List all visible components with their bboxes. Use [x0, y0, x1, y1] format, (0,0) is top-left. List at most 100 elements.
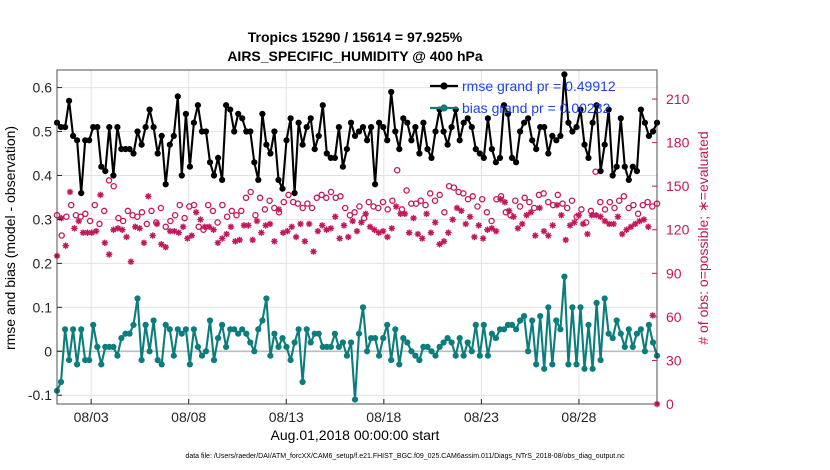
obs-possible-point	[308, 204, 316, 212]
bias-point	[621, 343, 628, 350]
bias-point	[617, 330, 624, 337]
y2-tick-label: 60	[666, 309, 682, 325]
bias-point	[110, 343, 117, 350]
obs-evaluated-point	[145, 193, 152, 200]
rmse-point	[412, 124, 419, 131]
obs-evaluated-point	[314, 227, 322, 235]
obs-evaluated-point	[419, 235, 426, 242]
y2-axis-label: # of obs: o=possible; ∗=evaluated	[695, 131, 711, 344]
x-tick-label: 08/03	[74, 409, 109, 425]
obs-possible-point	[219, 201, 226, 209]
bias-point	[641, 348, 649, 355]
obs-evaluated-point	[519, 220, 526, 228]
bias-point	[609, 335, 616, 342]
y2-tick-label: 150	[666, 178, 690, 194]
rmse-point	[508, 154, 516, 161]
rmse-point	[464, 115, 471, 122]
obs-possible-point	[67, 201, 75, 209]
bias-point	[537, 313, 544, 320]
bias-point	[444, 335, 451, 342]
obs-evaluated-point	[297, 220, 304, 228]
obs-evaluated-point	[497, 196, 504, 203]
bias-point	[557, 326, 564, 333]
rmse-point	[468, 124, 475, 131]
obs-possible-point	[346, 211, 354, 219]
obs-evaluated-point	[366, 223, 374, 231]
obs-evaluated-point	[58, 214, 65, 222]
rmse-point	[609, 172, 616, 179]
rmse-point	[396, 146, 403, 153]
obs-evaluated-point	[545, 232, 552, 239]
y-axis-label: rmse and bias (model - observation)	[2, 126, 18, 350]
rmse-point	[347, 119, 355, 126]
x-tick-label: 08/13	[269, 409, 304, 425]
obs-possible-point	[313, 194, 321, 202]
bias-point	[190, 326, 197, 333]
obs-possible-point	[592, 168, 599, 175]
rmse-point	[102, 168, 109, 175]
obs-evaluated-point	[140, 239, 148, 247]
rmse-point	[138, 141, 145, 148]
rmse-point	[525, 115, 532, 122]
y-tick-label: 0.2	[33, 255, 53, 271]
bias-point	[529, 317, 536, 324]
rmse-point	[569, 128, 576, 135]
bias-point	[146, 348, 153, 355]
rmse-point	[476, 150, 483, 157]
obs-evaluated-point	[453, 204, 461, 212]
obs-evaluated-point	[405, 229, 413, 236]
obs-evaluated-point	[349, 217, 356, 225]
obs-evaluated-point	[610, 220, 617, 228]
bias-point	[404, 339, 411, 346]
bias-point	[299, 378, 306, 386]
obs-evaluated-point	[375, 229, 382, 236]
obs-evaluated-point	[340, 222, 348, 229]
bias-point	[513, 326, 520, 333]
obs-evaluated-point	[479, 235, 487, 242]
rmse-point	[158, 132, 165, 139]
rmse-point	[488, 146, 495, 153]
obs-possible-point	[356, 203, 363, 210]
bias-point	[202, 348, 210, 355]
obs-evaluated-point	[588, 212, 595, 219]
rmse-point	[202, 128, 210, 135]
obs-evaluated-point	[505, 207, 513, 215]
rmse-point	[601, 141, 608, 148]
obs-possible-point	[148, 207, 155, 215]
obs-possible-point	[58, 232, 65, 239]
obs-evaluated-point	[262, 222, 269, 229]
obs-possible-point	[157, 204, 165, 212]
y2-tick-label: 90	[666, 265, 682, 281]
obs-possible-point	[436, 191, 443, 199]
obs-evaluated-point	[432, 219, 439, 226]
bias-point	[525, 348, 532, 355]
rmse-point	[62, 124, 69, 131]
obs-evaluated-point	[84, 229, 91, 236]
rmse-point	[416, 150, 423, 157]
bias-point	[154, 357, 161, 364]
bias-point	[134, 295, 141, 302]
obs-evaluated-point	[614, 213, 622, 220]
obs-evaluated-point	[136, 225, 143, 232]
bias-point	[275, 343, 282, 350]
bias-point	[376, 352, 383, 359]
bias-point	[255, 326, 262, 333]
obs-possible-point	[526, 198, 533, 206]
x-axis: 08/03 08/08 08/13 08/18 08/23 08/28	[74, 399, 597, 425]
bias-point	[545, 304, 552, 311]
bias-point	[307, 339, 314, 346]
obs-evaluated-point	[584, 230, 591, 238]
obs-evaluated-point	[449, 216, 456, 223]
obs-evaluated-point	[79, 229, 87, 236]
obs-evaluated-point	[110, 226, 117, 233]
obs-evaluated-point	[75, 217, 82, 225]
y-tick-label: 0.4	[33, 167, 53, 183]
obs-evaluated-point	[645, 223, 652, 231]
obs-possible-point	[91, 201, 99, 209]
obs-possible-point	[167, 217, 174, 225]
obs-evaluated-point	[288, 223, 295, 231]
bias-point	[287, 357, 294, 364]
bias-point	[215, 335, 222, 342]
obs-possible-point	[285, 191, 292, 199]
